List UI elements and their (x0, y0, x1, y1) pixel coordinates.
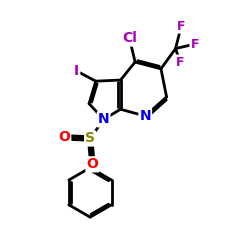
Text: Cl: Cl (122, 32, 137, 46)
Text: N: N (140, 109, 151, 123)
Text: F: F (177, 20, 186, 32)
Text: F: F (176, 56, 184, 68)
Text: F: F (190, 38, 199, 51)
Text: O: O (86, 157, 98, 171)
Text: O: O (58, 130, 70, 144)
Text: S: S (85, 132, 95, 145)
Text: I: I (74, 64, 79, 78)
Text: N: N (98, 112, 110, 126)
